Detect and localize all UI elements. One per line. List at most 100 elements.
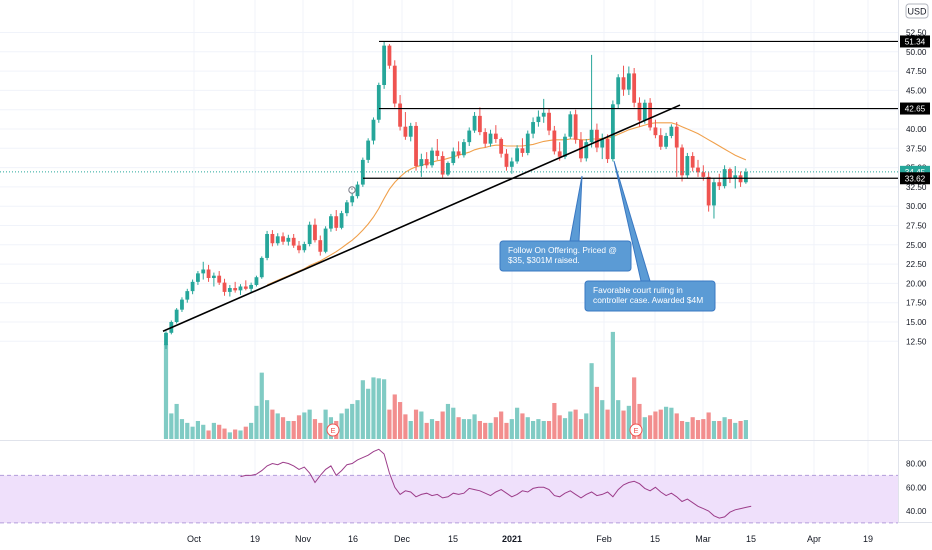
candle[interactable] (632, 68, 637, 108)
candle[interactable] (674, 122, 679, 177)
candle[interactable] (430, 147, 434, 168)
candle[interactable] (637, 97, 642, 127)
candle[interactable] (339, 210, 344, 230)
candle[interactable] (243, 280, 248, 291)
candle[interactable] (584, 139, 589, 162)
candle[interactable] (483, 128, 488, 148)
earnings-marker[interactable]: E (629, 423, 643, 437)
candle[interactable] (360, 157, 365, 187)
earnings-marker[interactable]: E (326, 423, 340, 437)
candle[interactable] (254, 275, 259, 287)
candle[interactable] (403, 112, 408, 140)
candle[interactable] (164, 331, 168, 350)
candle[interactable] (318, 235, 323, 256)
trendline[interactable] (162, 104, 681, 332)
candle[interactable] (531, 117, 535, 139)
candle[interactable] (196, 271, 200, 285)
candle[interactable] (366, 138, 371, 163)
candle[interactable] (329, 213, 333, 232)
candle[interactable] (355, 181, 360, 199)
axis-price-label[interactable]: 42.65 (900, 102, 930, 115)
candle[interactable] (605, 134, 610, 163)
candle[interactable] (509, 157, 514, 174)
candle[interactable] (286, 234, 291, 246)
alert-clock-icon[interactable] (348, 186, 356, 194)
candle[interactable] (265, 230, 269, 261)
candle[interactable] (520, 138, 525, 157)
candle[interactable] (185, 288, 190, 303)
candle[interactable] (467, 127, 472, 146)
candle[interactable] (350, 193, 355, 207)
candle[interactable] (733, 166, 738, 189)
candle[interactable] (547, 108, 551, 136)
candle[interactable] (515, 145, 520, 164)
candle[interactable] (621, 65, 626, 96)
candle[interactable] (462, 139, 466, 158)
candle[interactable] (323, 226, 328, 254)
axis-price-label[interactable]: 51.34 (900, 35, 930, 48)
candle[interactable] (201, 261, 206, 280)
candle[interactable] (392, 60, 397, 108)
candle[interactable] (227, 284, 232, 297)
candle[interactable] (616, 74, 621, 109)
candle[interactable] (499, 137, 504, 158)
candle[interactable] (174, 308, 179, 324)
candle[interactable] (653, 119, 658, 139)
candle[interactable] (477, 107, 482, 136)
rising-trendline[interactable] (162, 104, 681, 332)
candle[interactable] (589, 54, 594, 148)
candle[interactable] (610, 100, 615, 162)
candle[interactable] (414, 122, 418, 171)
candle[interactable] (307, 221, 312, 247)
candle[interactable] (456, 141, 461, 159)
candle[interactable] (600, 133, 605, 160)
candle[interactable] (222, 278, 227, 296)
candle[interactable] (313, 218, 317, 243)
candle[interactable] (382, 41, 387, 89)
candle[interactable] (302, 241, 307, 253)
candle[interactable] (419, 153, 424, 177)
candle[interactable] (211, 272, 216, 287)
candle[interactable] (552, 125, 557, 155)
horizontal-levels[interactable] (0, 40, 898, 179)
candle[interactable] (525, 130, 530, 156)
candle[interactable] (728, 167, 732, 184)
candle[interactable] (281, 232, 285, 245)
candle[interactable] (685, 152, 690, 179)
candle[interactable] (504, 149, 509, 171)
candle[interactable] (259, 256, 264, 279)
candle[interactable] (275, 233, 280, 246)
axis-price-label[interactable]: 33.62 (900, 172, 930, 185)
candle[interactable] (376, 82, 381, 123)
candle[interactable] (190, 279, 195, 295)
candle[interactable] (371, 117, 376, 145)
candle[interactable] (233, 281, 238, 293)
candle[interactable] (408, 122, 413, 142)
candle[interactable] (472, 112, 477, 133)
candle[interactable] (690, 152, 695, 172)
candle[interactable] (595, 123, 599, 153)
candle[interactable] (568, 111, 573, 140)
candle[interactable] (398, 95, 402, 131)
candle[interactable] (249, 282, 254, 293)
candle[interactable] (717, 173, 722, 190)
candle[interactable] (206, 264, 211, 282)
candle[interactable] (446, 161, 450, 177)
annotation-callouts[interactable]: Follow On Offering. Priced @$35, $301M r… (499, 160, 716, 312)
candle[interactable] (722, 165, 727, 189)
candle[interactable] (270, 230, 275, 247)
candle[interactable] (180, 297, 184, 312)
candle[interactable] (648, 98, 653, 131)
candle[interactable] (297, 240, 301, 254)
candle[interactable] (696, 159, 700, 177)
candle[interactable] (658, 128, 663, 150)
candle[interactable] (669, 124, 674, 139)
candle[interactable] (238, 284, 243, 295)
candle[interactable] (451, 147, 456, 166)
candle[interactable] (712, 178, 716, 219)
candle[interactable] (488, 129, 493, 147)
candle[interactable] (743, 168, 748, 184)
candle[interactable] (291, 233, 296, 248)
